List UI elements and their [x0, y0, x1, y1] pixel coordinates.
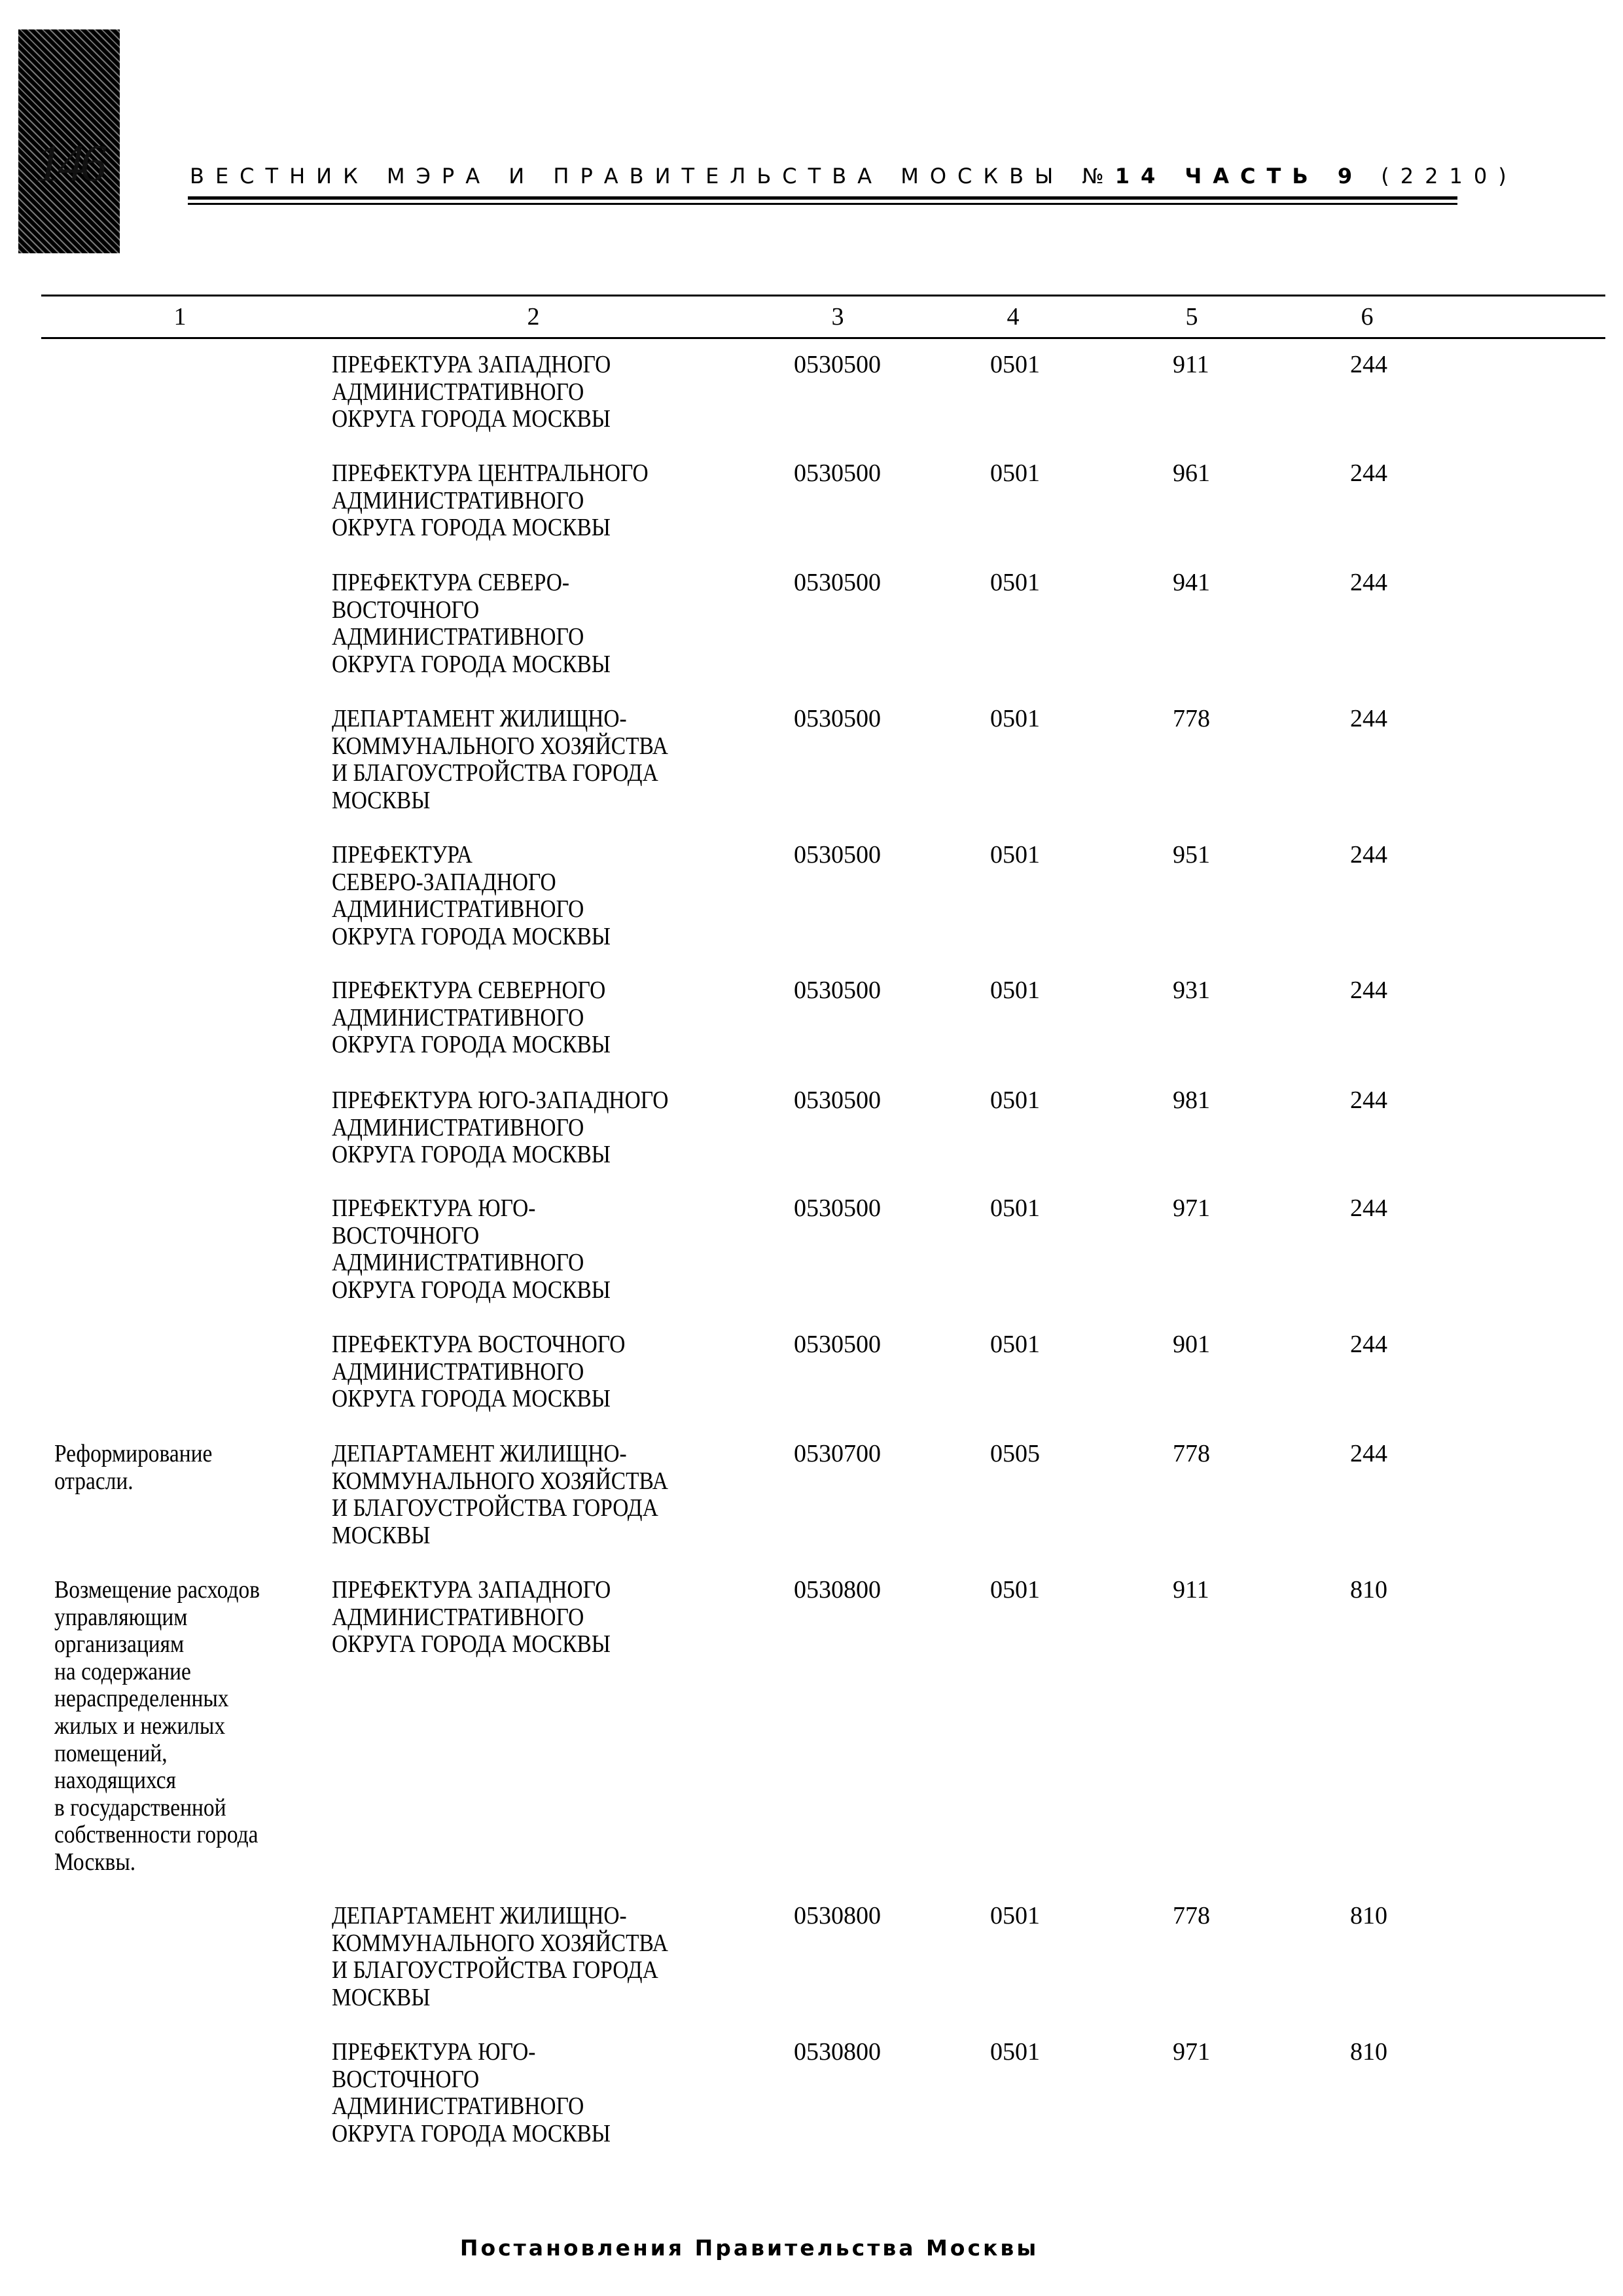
cell-col-5: 951 — [1173, 841, 1210, 869]
cell-col-6: 244 — [1350, 569, 1387, 596]
cell-col-4: 0501 — [990, 841, 1040, 869]
cell-col-5: 911 — [1173, 1576, 1209, 1604]
cell-col-1: Реформирование отрасли. — [54, 1440, 213, 1495]
cell-col-6: 244 — [1350, 1331, 1387, 1358]
cell-col-6: 244 — [1350, 841, 1387, 869]
cell-col-2: ДЕПАРТАМЕНТ ЖИЛИЩНО- КОММУНАЛЬНОГО ХОЗЯЙ… — [332, 705, 668, 814]
footer-section-title: Постановления Правительства Москвы — [459, 2235, 1039, 2261]
cell-col-6: 244 — [1350, 1194, 1387, 1222]
cell-col-5: 778 — [1173, 1902, 1210, 1929]
cell-col-4: 0501 — [990, 1902, 1040, 1929]
header-rule — [188, 196, 1457, 200]
cell-col-4: 0501 — [990, 1331, 1040, 1358]
header-rule-thin — [188, 203, 1457, 205]
cell-col-5: 981 — [1173, 1086, 1210, 1114]
cell-col-5: 941 — [1173, 569, 1210, 596]
column-header-2: 2 — [527, 303, 540, 331]
cell-col-2: ПРЕФЕКТУРА ВОСТОЧНОГО АДМИНИСТРАТИВНОГО … — [332, 1331, 626, 1413]
column-header-3: 3 — [831, 303, 844, 331]
cell-col-2: ПРЕФЕКТУРА ЮГО-ЗАПАДНОГО АДМИНИСТРАТИВНО… — [332, 1086, 669, 1169]
cell-col-3: 0530500 — [794, 841, 881, 869]
cell-col-4: 0501 — [990, 351, 1040, 378]
cell-col-6: 810 — [1350, 1902, 1387, 1929]
cell-col-5: 931 — [1173, 977, 1210, 1004]
cell-col-2: ПРЕФЕКТУРА СЕВЕРО-ЗАПАДНОГО АДМИНИСТРАТИ… — [332, 841, 611, 950]
cell-col-5: 911 — [1173, 351, 1209, 378]
cell-col-6: 244 — [1350, 351, 1387, 378]
cell-col-2: ДЕПАРТАМЕНТ ЖИЛИЩНО- КОММУНАЛЬНОГО ХОЗЯЙ… — [332, 1902, 668, 2011]
cell-col-3: 0530500 — [794, 569, 881, 596]
cell-col-2: ПРЕФЕКТУРА СЕВЕРО- ВОСТОЧНОГО АДМИНИСТРА… — [332, 569, 611, 678]
cell-col-3: 0530500 — [794, 1194, 881, 1222]
cell-col-6: 810 — [1350, 1576, 1387, 1604]
cell-col-4: 0501 — [990, 1194, 1040, 1222]
cell-col-6: 810 — [1350, 2038, 1387, 2066]
cell-col-2: ПРЕФЕКТУРА ЗАПАДНОГО АДМИНИСТРАТИВНОГО О… — [332, 351, 611, 433]
cell-col-2: ПРЕФЕКТУРА ЮГО- ВОСТОЧНОГО АДМИНИСТРАТИВ… — [332, 2038, 611, 2147]
cell-col-3: 0530500 — [794, 1086, 881, 1114]
cell-col-2: ДЕПАРТАМЕНТ ЖИЛИЩНО- КОММУНАЛЬНОГО ХОЗЯЙ… — [332, 1440, 668, 1549]
column-header-4: 4 — [1007, 303, 1020, 331]
cell-col-4: 0501 — [990, 977, 1040, 1004]
table-top-border — [41, 295, 1605, 296]
journal-title: ВЕСТНИК МЭРА И ПРАВИТЕЛЬСТВА МОСКВЫ № — [190, 164, 1115, 188]
page-number: 146 — [35, 135, 107, 192]
cell-col-5: 778 — [1173, 705, 1210, 732]
cell-col-5: 961 — [1173, 459, 1210, 487]
cell-col-3: 0530700 — [794, 1440, 881, 1467]
cell-col-5: 901 — [1173, 1331, 1210, 1358]
cell-col-3: 0530500 — [794, 977, 881, 1004]
column-header-1: 1 — [173, 303, 187, 331]
cell-col-6: 244 — [1350, 705, 1387, 732]
cell-col-6: 244 — [1350, 1086, 1387, 1114]
cell-col-5: 971 — [1173, 2038, 1210, 2066]
cell-col-2: ПРЕФЕКТУРА ЗАПАДНОГО АДМИНИСТРАТИВНОГО О… — [332, 1576, 611, 1659]
running-header: ВЕСТНИК МЭРА И ПРАВИТЕЛЬСТВА МОСКВЫ №14 … — [190, 164, 1518, 188]
issue-total: (2210) — [1381, 164, 1518, 188]
cell-col-6: 244 — [1350, 1440, 1387, 1467]
column-header-5: 5 — [1185, 303, 1198, 331]
cell-col-4: 0501 — [990, 1576, 1040, 1604]
cell-col-4: 0501 — [990, 459, 1040, 487]
cell-col-4: 0501 — [990, 569, 1040, 596]
cell-col-4: 0501 — [990, 2038, 1040, 2066]
cell-col-3: 0530500 — [794, 459, 881, 487]
cell-col-3: 0530800 — [794, 1576, 881, 1604]
issue-number: 14 ЧАСТЬ 9 — [1115, 164, 1364, 188]
cell-col-6: 244 — [1350, 459, 1387, 487]
cell-col-3: 0530500 — [794, 351, 881, 378]
column-header-6: 6 — [1361, 303, 1374, 331]
cell-col-2: ПРЕФЕКТУРА ЦЕНТРАЛЬНОГО АДМИНИСТРАТИВНОГ… — [332, 459, 649, 542]
cell-col-3: 0530500 — [794, 1331, 881, 1358]
cell-col-4: 0505 — [990, 1440, 1040, 1467]
cell-col-5: 778 — [1173, 1440, 1210, 1467]
cell-col-2: ПРЕФЕКТУРА ЮГО- ВОСТОЧНОГО АДМИНИСТРАТИВ… — [332, 1194, 611, 1304]
table-header-border — [41, 337, 1605, 339]
cell-col-2: ПРЕФЕКТУРА СЕВЕРНОГО АДМИНИСТРАТИВНОГО О… — [332, 977, 611, 1059]
cell-col-5: 971 — [1173, 1194, 1210, 1222]
page-number-block: 146 — [18, 29, 120, 253]
cell-col-3: 0530800 — [794, 2038, 881, 2066]
cell-col-6: 244 — [1350, 977, 1387, 1004]
cell-col-4: 0501 — [990, 1086, 1040, 1114]
cell-col-3: 0530800 — [794, 1902, 881, 1929]
cell-col-3: 0530500 — [794, 705, 881, 732]
cell-col-4: 0501 — [990, 705, 1040, 732]
cell-col-1: Возмещение расходов управляющим организа… — [54, 1576, 260, 1876]
